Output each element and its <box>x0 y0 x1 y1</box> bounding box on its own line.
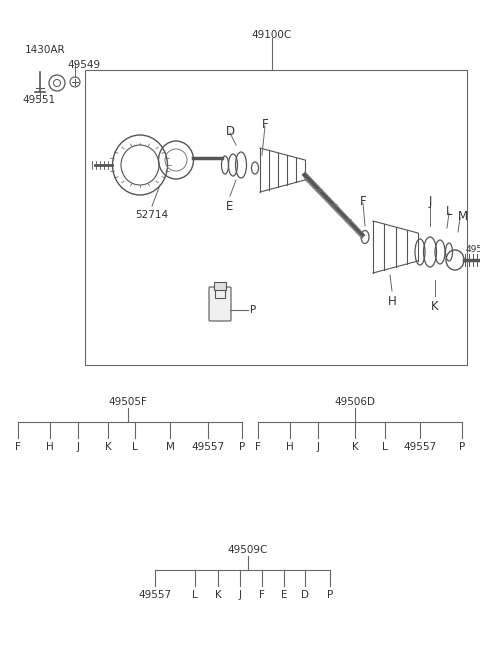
Text: P: P <box>459 442 465 452</box>
Text: 1430AR: 1430AR <box>25 45 66 55</box>
Text: K: K <box>431 300 439 313</box>
Text: D: D <box>301 590 309 600</box>
Text: F: F <box>259 590 265 600</box>
Text: 49505F: 49505F <box>108 397 147 407</box>
Text: J: J <box>76 442 80 452</box>
Text: 49100C: 49100C <box>252 30 292 40</box>
Text: 49551: 49551 <box>22 95 55 105</box>
Text: F: F <box>255 442 261 452</box>
FancyBboxPatch shape <box>209 287 231 321</box>
Text: K: K <box>215 590 221 600</box>
Text: P: P <box>327 590 333 600</box>
Text: L: L <box>132 442 138 452</box>
Text: K: K <box>352 442 359 452</box>
Text: J: J <box>316 442 320 452</box>
Bar <box>85 70 467 365</box>
Text: F: F <box>15 442 21 452</box>
Text: 49557: 49557 <box>192 442 225 452</box>
FancyBboxPatch shape <box>215 288 225 298</box>
Text: P: P <box>239 442 245 452</box>
Text: J: J <box>428 195 432 208</box>
Text: D: D <box>226 125 235 138</box>
Text: 49509C: 49509C <box>228 545 268 555</box>
Text: J: J <box>239 590 241 600</box>
Text: E: E <box>281 590 287 600</box>
Text: H: H <box>388 295 396 308</box>
Text: 49549: 49549 <box>67 60 100 70</box>
Text: L: L <box>446 205 452 218</box>
Text: E: E <box>226 200 234 213</box>
Text: 49557: 49557 <box>403 442 437 452</box>
Text: P: P <box>250 305 256 315</box>
Text: K: K <box>105 442 111 452</box>
Text: H: H <box>46 442 54 452</box>
Text: 49557: 49557 <box>138 590 171 600</box>
Text: L: L <box>382 442 388 452</box>
Text: M: M <box>166 442 174 452</box>
Text: F: F <box>262 118 268 131</box>
Text: L: L <box>192 590 198 600</box>
Text: F: F <box>360 195 366 208</box>
Text: 49557: 49557 <box>466 246 480 255</box>
Text: 49506D: 49506D <box>335 397 375 407</box>
Text: 52714: 52714 <box>135 210 168 220</box>
FancyBboxPatch shape <box>214 282 226 290</box>
Text: H: H <box>286 442 294 452</box>
Text: M: M <box>458 210 468 223</box>
